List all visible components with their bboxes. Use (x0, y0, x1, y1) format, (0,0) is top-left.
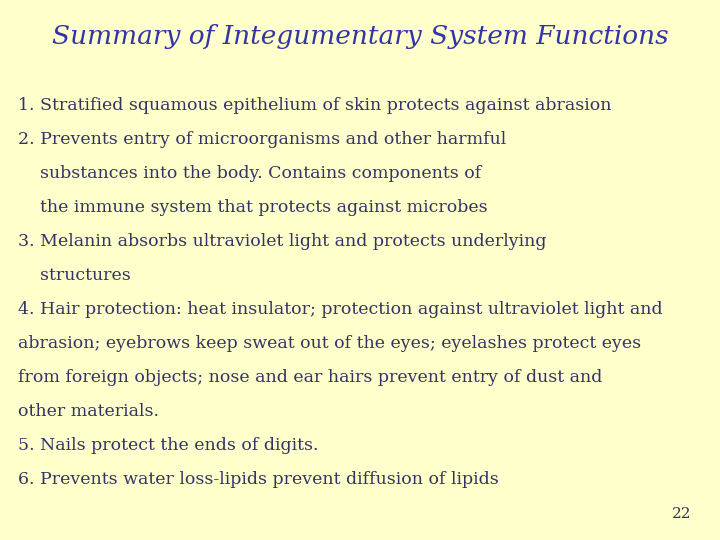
Text: structures: structures (18, 267, 131, 284)
Text: the immune system that protects against microbes: the immune system that protects against … (18, 199, 487, 216)
Text: abrasion; eyebrows keep sweat out of the eyes; eyelashes protect eyes: abrasion; eyebrows keep sweat out of the… (18, 335, 641, 352)
Text: 5. Nails protect the ends of digits.: 5. Nails protect the ends of digits. (18, 437, 318, 454)
Text: other materials.: other materials. (18, 403, 159, 420)
Text: 2. Prevents entry of microorganisms and other harmful: 2. Prevents entry of microorganisms and … (18, 131, 506, 148)
Text: 4. Hair protection: heat insulator; protection against ultraviolet light and: 4. Hair protection: heat insulator; prot… (18, 301, 662, 318)
Text: 6. Prevents water loss-lipids prevent diffusion of lipids: 6. Prevents water loss-lipids prevent di… (18, 471, 499, 488)
Text: substances into the body. Contains components of: substances into the body. Contains compo… (18, 165, 481, 182)
Text: 3. Melanin absorbs ultraviolet light and protects underlying: 3. Melanin absorbs ultraviolet light and… (18, 233, 546, 250)
Text: from foreign objects; nose and ear hairs prevent entry of dust and: from foreign objects; nose and ear hairs… (18, 369, 603, 386)
Text: Summary of Integumentary System Functions: Summary of Integumentary System Function… (52, 24, 668, 49)
Text: 1. Stratified squamous epithelium of skin protects against abrasion: 1. Stratified squamous epithelium of ski… (18, 97, 611, 114)
Text: 22: 22 (672, 507, 691, 521)
